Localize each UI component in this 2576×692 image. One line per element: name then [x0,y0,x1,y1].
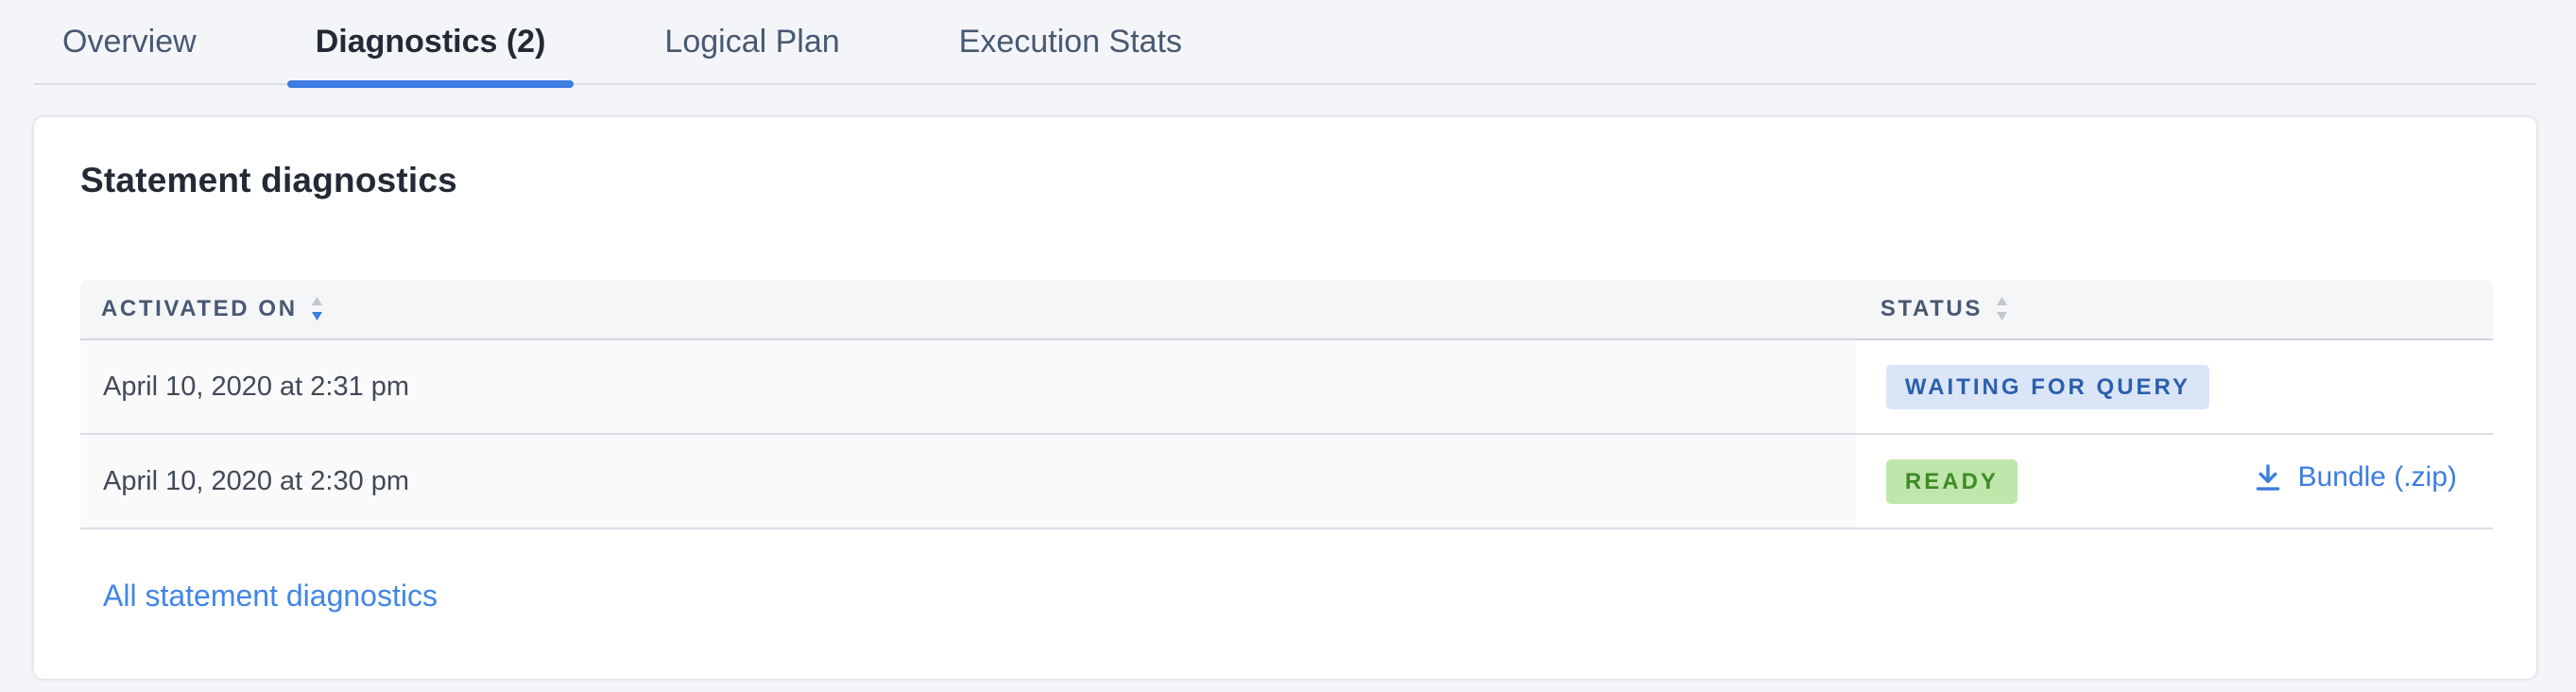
download-icon [2256,464,2279,491]
table-header-row: ACTIVATED ON STATUS [80,280,2493,340]
statement-diagnostics-card: Statement diagnostics ACTIVATED ON [34,117,2536,679]
sort-icon[interactable] [311,296,323,322]
tab-logical-plan[interactable]: Logical Plan [664,23,840,60]
sort-icon[interactable] [1996,296,2008,322]
tab-diagnostics[interactable]: Diagnostics (2) [286,0,575,88]
all-statement-diagnostics-link[interactable]: All statement diagnostics [103,579,438,613]
actions-cell [2251,340,2493,435]
page-title: Statement diagnostics [80,161,457,199]
table-row: April 10, 2020 at 2:31 pm WAITING FOR QU… [80,340,2493,435]
column-header-label: STATUS [1880,296,1983,321]
diagnostics-table: ACTIVATED ON STATUS [80,280,2493,529]
table-row: April 10, 2020 at 2:30 pm READY Bundle (… [80,435,2493,529]
column-header-label: ACTIVATED ON [101,296,298,321]
status-badge: WAITING FOR QUERY [1885,364,2209,409]
bundle-link-label: Bundle (.zip) [2297,461,2457,493]
activated-on-cell: April 10, 2020 at 2:31 pm [80,340,1856,435]
bundle-download-link[interactable]: Bundle (.zip) [2252,461,2457,493]
tab-overview[interactable]: Overview [62,23,197,60]
tab-execution-stats[interactable]: Execution Stats [958,23,1182,60]
status-cell: WAITING FOR QUERY [1855,340,2252,435]
column-header-status[interactable]: STATUS [1855,280,2252,340]
status-cell: READY [1855,435,2252,529]
status-badge: READY [1885,458,2018,504]
column-header-actions [2251,280,2493,340]
activated-on-cell: April 10, 2020 at 2:30 pm [80,435,1856,529]
actions-cell: Bundle (.zip) [2251,435,2493,529]
column-header-activated-on[interactable]: ACTIVATED ON [80,280,1856,340]
tab-bar: Overview Diagnostics (2) Logical Plan Ex… [34,0,2536,88]
